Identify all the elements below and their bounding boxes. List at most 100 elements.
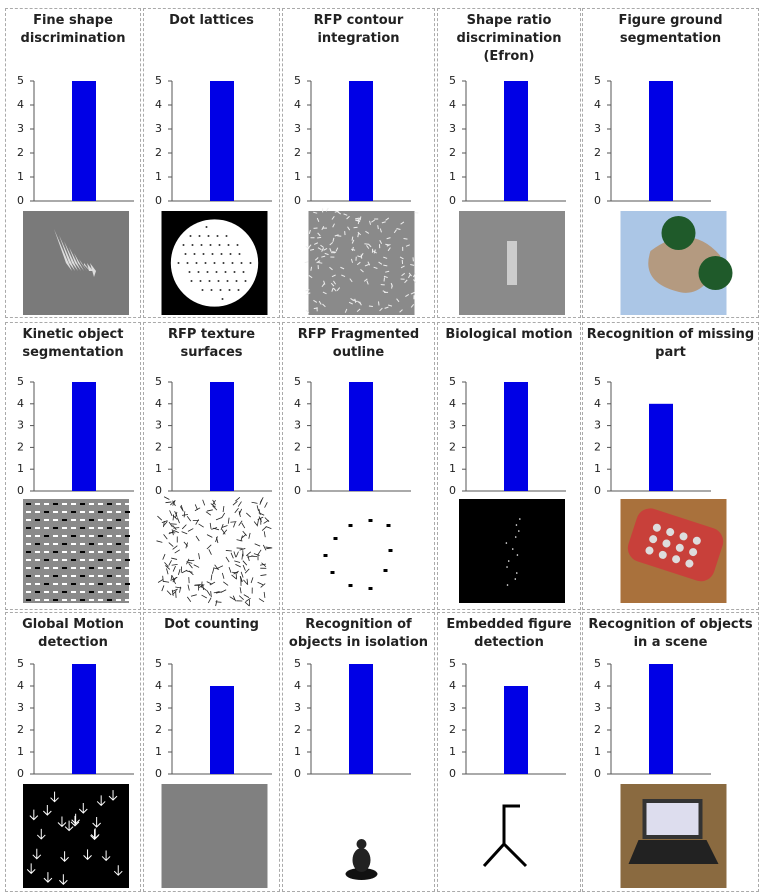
- picture-dash: [211, 567, 215, 574]
- y-tick-label: 2: [594, 440, 601, 453]
- picture-dot: [511, 548, 514, 550]
- picture-dash: [225, 556, 230, 563]
- picture-dash: [359, 216, 362, 221]
- picture-dash: [44, 503, 49, 505]
- y-tick-label: 4: [594, 397, 601, 410]
- picture-dash: [221, 529, 226, 535]
- picture-dash: [217, 565, 224, 569]
- picture-dash: [80, 575, 85, 577]
- y-tick-label: 0: [449, 484, 456, 497]
- picture-dot: [235, 280, 238, 282]
- picture-dash: [116, 599, 121, 601]
- picture-dot: [666, 528, 675, 537]
- picture-dash: [125, 527, 130, 529]
- picture-dash: [308, 244, 312, 249]
- picture-dash: [98, 591, 103, 593]
- chart-title: RFP contour integration: [313, 13, 404, 46]
- picture-dash: [215, 517, 222, 521]
- picture-dash: [323, 554, 328, 557]
- picture-dot: [236, 244, 239, 246]
- picture-dash: [356, 308, 361, 312]
- picture-dot: [190, 280, 193, 282]
- y-tick-label: 5: [294, 74, 301, 87]
- picture-dash: [71, 535, 76, 537]
- picture-dash: [396, 228, 401, 230]
- picture-dash: [162, 575, 164, 582]
- bar: [72, 382, 96, 491]
- picture-dash: [405, 244, 410, 247]
- picture-dash: [239, 587, 242, 594]
- picture-dash: [62, 559, 67, 561]
- picture-dash: [107, 535, 112, 537]
- picture-dash: [231, 574, 237, 580]
- picture-dash: [181, 514, 189, 516]
- picture-dash: [168, 560, 172, 566]
- picture-dash: [116, 567, 121, 569]
- picture-shape: [59, 235, 75, 271]
- picture-dash: [98, 503, 103, 505]
- picture-dash: [404, 279, 408, 284]
- y-tick-label: 0: [594, 484, 601, 497]
- picture-dash: [171, 589, 174, 596]
- picture-dash: [247, 555, 250, 562]
- picture-shape: [482, 804, 528, 868]
- picture-dash: [71, 503, 76, 505]
- bar: [649, 664, 673, 774]
- picture-dash: [410, 303, 415, 308]
- picture-dash: [239, 548, 246, 551]
- chart-panel: Dot lattices 0 1 2 3 4 5: [143, 8, 280, 318]
- picture-dash: [53, 559, 58, 561]
- picture-dash: [379, 307, 383, 312]
- picture-dash: [176, 517, 180, 524]
- picture-dash: [379, 239, 383, 244]
- picture-dash: [80, 519, 85, 521]
- picture-shape: [661, 216, 696, 250]
- picture-dash: [183, 541, 189, 547]
- picture-dash: [80, 559, 85, 561]
- picture-dash: [373, 266, 378, 269]
- picture-dot: [514, 578, 517, 580]
- picture-dot: [237, 289, 240, 291]
- picture-dash: [163, 534, 168, 540]
- picture-dash: [215, 536, 218, 543]
- picture-dot: [215, 271, 218, 273]
- picture-dash: [385, 217, 390, 221]
- picture-dash: [240, 571, 244, 578]
- picture-dash: [107, 559, 112, 561]
- picture-dash: [367, 243, 372, 248]
- picture-dash: [260, 583, 266, 588]
- y-tick-label: 1: [594, 462, 601, 475]
- chart: 0 1 2 3 4 5: [17, 74, 134, 315]
- picture-dash: [242, 530, 247, 536]
- picture-dash: [89, 575, 94, 577]
- picture-dash: [53, 527, 58, 529]
- picture-dash: [258, 598, 265, 603]
- y-tick-label: 5: [17, 74, 24, 87]
- picture-dash: [250, 577, 254, 584]
- picture-dash: [331, 216, 335, 220]
- picture-dash: [330, 282, 335, 287]
- picture-dash: [80, 551, 85, 553]
- picture-dash: [35, 527, 40, 529]
- picture-dash: [388, 549, 393, 552]
- picture-dot: [242, 271, 245, 273]
- picture-dash: [80, 535, 85, 537]
- picture-dash: [373, 249, 376, 254]
- picture-dash: [62, 591, 67, 593]
- y-tick-label: 4: [294, 679, 301, 692]
- picture-dot: [244, 280, 247, 282]
- picture-dash: [357, 217, 361, 222]
- picture-dash: [335, 247, 339, 252]
- y-tick-label: 1: [294, 170, 301, 183]
- picture-dot: [221, 298, 224, 300]
- picture-arrow: [50, 791, 59, 803]
- picture-dash: [26, 535, 31, 537]
- picture-dash: [44, 599, 49, 601]
- picture-dash: [44, 591, 49, 593]
- picture-dash: [26, 527, 31, 529]
- picture-dot: [227, 244, 230, 246]
- picture-dash: [333, 537, 338, 540]
- y-tick-label: 5: [294, 657, 301, 670]
- picture-dash: [206, 581, 213, 585]
